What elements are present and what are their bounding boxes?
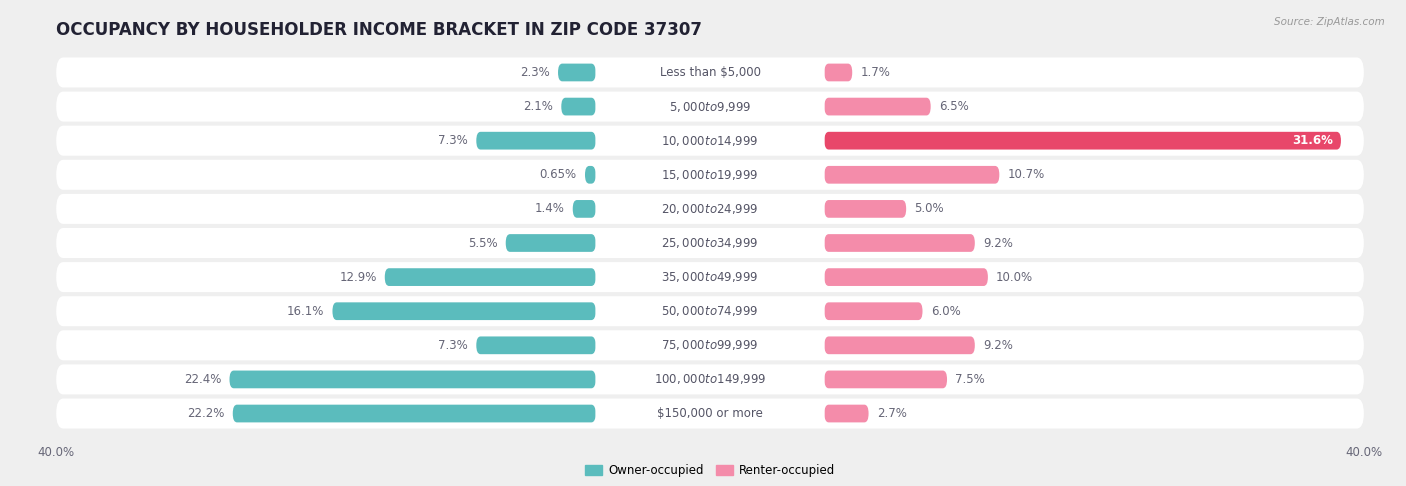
Text: $50,000 to $74,999: $50,000 to $74,999 xyxy=(661,304,759,318)
Text: 10.7%: 10.7% xyxy=(1008,168,1045,181)
FancyBboxPatch shape xyxy=(824,268,988,286)
FancyBboxPatch shape xyxy=(233,405,596,422)
FancyBboxPatch shape xyxy=(824,166,1000,184)
FancyBboxPatch shape xyxy=(56,330,1364,360)
Text: $5,000 to $9,999: $5,000 to $9,999 xyxy=(669,100,751,114)
FancyBboxPatch shape xyxy=(596,337,824,354)
FancyBboxPatch shape xyxy=(56,364,1364,395)
FancyBboxPatch shape xyxy=(824,200,905,218)
FancyBboxPatch shape xyxy=(824,405,869,422)
Text: 9.2%: 9.2% xyxy=(983,339,1012,352)
FancyBboxPatch shape xyxy=(56,160,1364,190)
Text: 12.9%: 12.9% xyxy=(339,271,377,284)
FancyBboxPatch shape xyxy=(824,132,1341,150)
FancyBboxPatch shape xyxy=(596,132,824,149)
FancyBboxPatch shape xyxy=(824,370,948,388)
Text: $75,000 to $99,999: $75,000 to $99,999 xyxy=(661,338,759,352)
FancyBboxPatch shape xyxy=(824,234,974,252)
FancyBboxPatch shape xyxy=(558,64,596,81)
FancyBboxPatch shape xyxy=(824,64,852,81)
FancyBboxPatch shape xyxy=(56,57,1364,87)
FancyBboxPatch shape xyxy=(824,302,922,320)
Text: 16.1%: 16.1% xyxy=(287,305,325,318)
Text: 7.3%: 7.3% xyxy=(439,339,468,352)
FancyBboxPatch shape xyxy=(824,336,974,354)
FancyBboxPatch shape xyxy=(596,64,824,81)
Text: 2.1%: 2.1% xyxy=(523,100,553,113)
FancyBboxPatch shape xyxy=(585,166,596,184)
FancyBboxPatch shape xyxy=(596,371,824,388)
FancyBboxPatch shape xyxy=(596,166,824,183)
FancyBboxPatch shape xyxy=(596,269,824,286)
FancyBboxPatch shape xyxy=(596,98,824,115)
Text: 2.3%: 2.3% xyxy=(520,66,550,79)
Text: 1.4%: 1.4% xyxy=(534,202,565,215)
Text: Less than $5,000: Less than $5,000 xyxy=(659,66,761,79)
FancyBboxPatch shape xyxy=(56,296,1364,326)
Text: 7.5%: 7.5% xyxy=(955,373,986,386)
Text: 6.0%: 6.0% xyxy=(931,305,960,318)
Text: Source: ZipAtlas.com: Source: ZipAtlas.com xyxy=(1274,17,1385,27)
FancyBboxPatch shape xyxy=(506,234,596,252)
Text: 10.0%: 10.0% xyxy=(995,271,1033,284)
Text: 22.4%: 22.4% xyxy=(184,373,221,386)
Text: $150,000 or more: $150,000 or more xyxy=(657,407,763,420)
Text: 0.65%: 0.65% xyxy=(540,168,576,181)
FancyBboxPatch shape xyxy=(596,235,824,251)
Text: $100,000 to $149,999: $100,000 to $149,999 xyxy=(654,372,766,386)
FancyBboxPatch shape xyxy=(596,303,824,320)
Text: 5.0%: 5.0% xyxy=(914,202,943,215)
Text: $10,000 to $14,999: $10,000 to $14,999 xyxy=(661,134,759,148)
Text: 31.6%: 31.6% xyxy=(1292,134,1333,147)
FancyBboxPatch shape xyxy=(385,268,596,286)
FancyBboxPatch shape xyxy=(572,200,596,218)
FancyBboxPatch shape xyxy=(596,200,824,217)
FancyBboxPatch shape xyxy=(332,302,596,320)
Legend: Owner-occupied, Renter-occupied: Owner-occupied, Renter-occupied xyxy=(579,460,841,482)
FancyBboxPatch shape xyxy=(56,126,1364,156)
Text: $25,000 to $34,999: $25,000 to $34,999 xyxy=(661,236,759,250)
FancyBboxPatch shape xyxy=(56,262,1364,292)
Text: 22.2%: 22.2% xyxy=(187,407,225,420)
Text: $35,000 to $49,999: $35,000 to $49,999 xyxy=(661,270,759,284)
Text: 2.7%: 2.7% xyxy=(877,407,907,420)
FancyBboxPatch shape xyxy=(56,399,1364,429)
FancyBboxPatch shape xyxy=(561,98,596,116)
Text: 1.7%: 1.7% xyxy=(860,66,890,79)
FancyBboxPatch shape xyxy=(56,91,1364,122)
FancyBboxPatch shape xyxy=(824,98,931,116)
FancyBboxPatch shape xyxy=(477,132,596,150)
Text: 5.5%: 5.5% xyxy=(468,237,498,249)
Text: $15,000 to $19,999: $15,000 to $19,999 xyxy=(661,168,759,182)
FancyBboxPatch shape xyxy=(56,228,1364,258)
FancyBboxPatch shape xyxy=(229,370,596,388)
Text: $20,000 to $24,999: $20,000 to $24,999 xyxy=(661,202,759,216)
FancyBboxPatch shape xyxy=(596,405,824,422)
Text: 6.5%: 6.5% xyxy=(939,100,969,113)
Text: 7.3%: 7.3% xyxy=(439,134,468,147)
FancyBboxPatch shape xyxy=(477,336,596,354)
FancyBboxPatch shape xyxy=(56,194,1364,224)
Text: OCCUPANCY BY HOUSEHOLDER INCOME BRACKET IN ZIP CODE 37307: OCCUPANCY BY HOUSEHOLDER INCOME BRACKET … xyxy=(56,21,702,39)
Text: 9.2%: 9.2% xyxy=(983,237,1012,249)
